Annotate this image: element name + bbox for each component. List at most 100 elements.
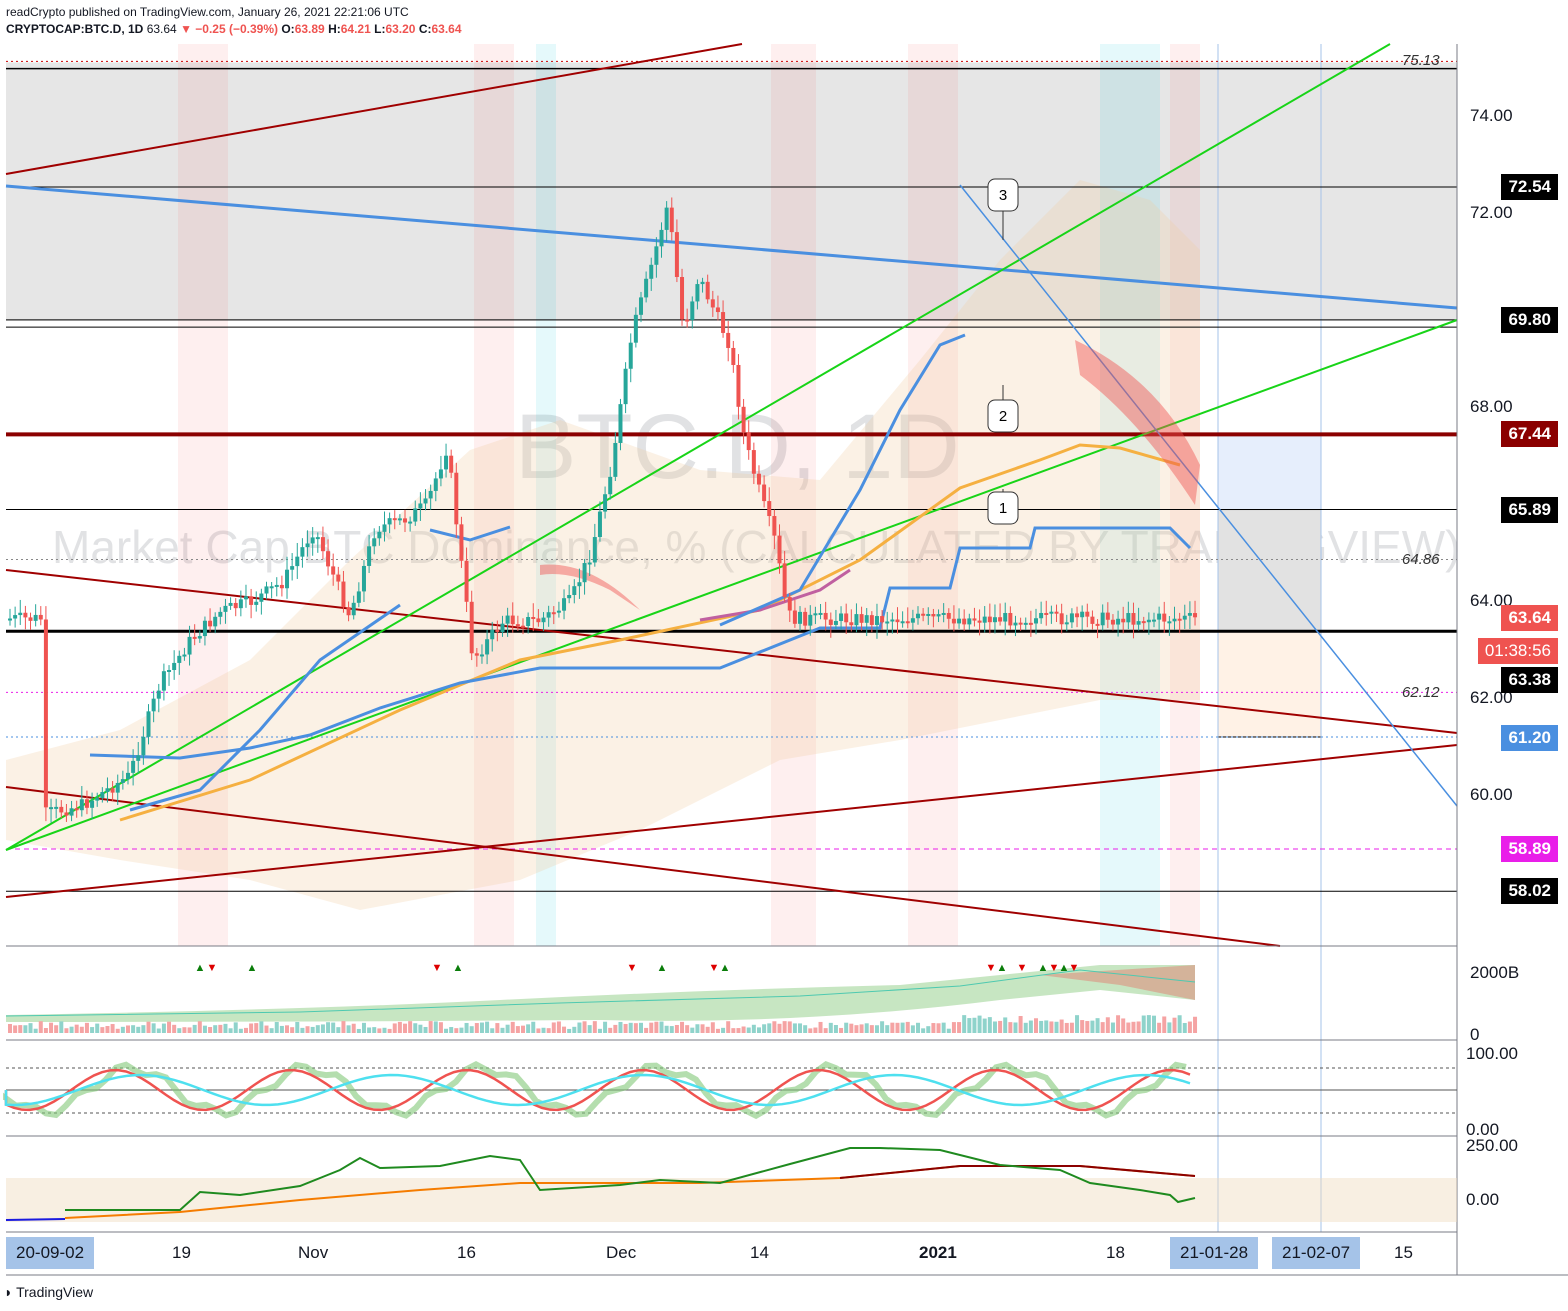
volume-bar <box>259 1021 264 1033</box>
candle-body <box>1049 611 1054 614</box>
volume-bar <box>167 1021 172 1033</box>
volume-bar <box>418 1024 423 1033</box>
volume-bar <box>1064 1022 1069 1033</box>
candle <box>982 606 987 633</box>
volume-bar <box>977 1015 982 1033</box>
volume-bar <box>413 1023 418 1033</box>
countdown-label: 01:38:56 <box>1477 638 1558 664</box>
candle-body <box>500 623 505 632</box>
candle <box>551 606 556 625</box>
candle-body <box>479 654 484 657</box>
candle-body <box>787 597 792 611</box>
volume-bar <box>536 1028 541 1033</box>
volume-bar <box>1023 1022 1028 1033</box>
candle <box>1044 600 1049 626</box>
volume-bar <box>803 1025 808 1033</box>
candle <box>136 742 141 774</box>
candle-body <box>1013 622 1018 626</box>
candle-body <box>982 616 987 623</box>
candle-body <box>1110 619 1115 625</box>
candle <box>1075 606 1080 628</box>
volume-bar <box>823 1028 828 1033</box>
cci-band <box>6 1178 1457 1222</box>
candle-body <box>305 543 310 548</box>
volume-bar <box>1157 1022 1162 1033</box>
signal-band <box>474 44 514 946</box>
candle-body <box>541 617 546 623</box>
candle-body <box>177 655 182 663</box>
candle <box>649 257 654 291</box>
candle <box>808 605 813 636</box>
candle-body <box>828 619 833 625</box>
close-value: 63.64 <box>431 22 462 36</box>
volume-bar <box>864 1023 869 1033</box>
price-label: 58.02 <box>1501 878 1558 904</box>
trendline <box>5 43 743 175</box>
volume-bar <box>726 1021 731 1033</box>
volume-bar <box>1013 1022 1018 1033</box>
volume-bar <box>18 1025 23 1033</box>
volume-bar <box>459 1027 464 1033</box>
ma-short-line <box>429 525 511 542</box>
candle-body <box>808 614 813 626</box>
candle-body <box>167 669 172 672</box>
volume-bar <box>120 1026 125 1033</box>
candle-body <box>587 562 592 565</box>
candle <box>18 599 23 625</box>
volume-bar <box>279 1025 284 1033</box>
signal-arrow: ▼ <box>1069 962 1080 974</box>
volume-bar <box>654 1021 659 1033</box>
candle <box>1064 614 1069 632</box>
volume-bar <box>946 1028 951 1033</box>
volume-bar <box>49 1022 54 1033</box>
price-tick: 60.00 <box>1470 785 1513 804</box>
candle <box>1069 608 1074 629</box>
candle <box>1187 601 1192 629</box>
candle-body <box>49 807 54 810</box>
candle <box>736 354 741 420</box>
candle <box>813 606 818 625</box>
volume-bar <box>208 1027 213 1033</box>
volume-bar <box>880 1021 885 1033</box>
candle <box>433 472 438 502</box>
volume-bar <box>38 1021 43 1033</box>
candle <box>115 774 120 806</box>
signal-arrow: ▲ <box>247 962 258 974</box>
volume-bar <box>890 1022 895 1033</box>
candle-body <box>382 524 387 532</box>
candle <box>751 442 756 485</box>
last-price-label: 63.64 <box>1501 605 1558 631</box>
signal-arrow: ▼ <box>709 962 720 974</box>
target-box <box>1217 433 1322 511</box>
volume-bar <box>1090 1020 1095 1033</box>
volume-bar <box>187 1027 192 1033</box>
candle-body <box>628 342 633 369</box>
volume-bar <box>315 1025 320 1033</box>
candle-body <box>987 616 992 623</box>
candle <box>90 792 95 820</box>
candle-body <box>351 602 356 616</box>
candle-body <box>13 615 18 619</box>
candle-body <box>1039 612 1044 619</box>
candle-body <box>474 653 479 656</box>
candle <box>864 608 869 637</box>
volume-bar <box>721 1027 726 1033</box>
candle <box>69 800 74 822</box>
candle-body <box>1044 612 1049 615</box>
price-change: ▼ −0.25 (−0.39%) <box>180 22 278 36</box>
volume-bar <box>741 1026 746 1033</box>
candle-body <box>90 800 95 808</box>
volume-bar <box>1075 1015 1080 1033</box>
candle-body <box>813 613 818 616</box>
candle <box>972 607 977 627</box>
volume-cloud <box>6 965 1195 1022</box>
candle <box>705 274 710 304</box>
candle-body <box>254 601 259 605</box>
candle <box>680 268 685 326</box>
candle-body <box>202 620 207 637</box>
candle-body <box>597 511 602 538</box>
candle-body <box>408 521 413 524</box>
candle-body <box>208 620 213 627</box>
candles <box>8 197 1198 823</box>
